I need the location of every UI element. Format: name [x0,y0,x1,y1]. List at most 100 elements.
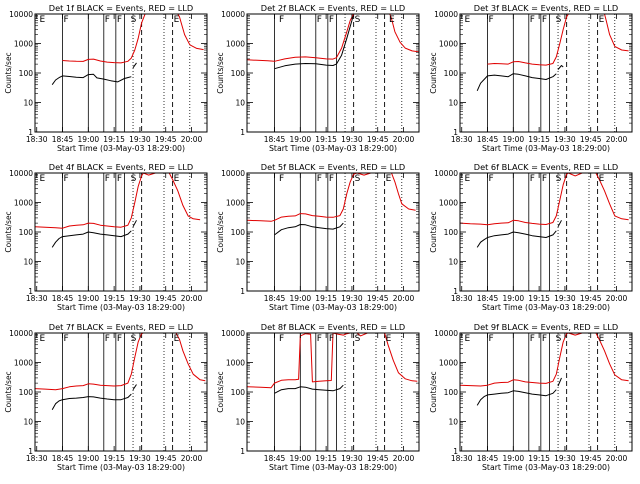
panel-title: Det 3f BLACK = Events, RED = LLD [474,3,618,13]
y-tick-label: 1 [240,447,245,456]
x-tick-label: 20:00 [181,294,203,303]
marker-letter: S [355,174,361,184]
y-tick-label: 10000 [9,329,33,338]
marker-letter: F [105,174,110,184]
y-tick-label: 1000 [226,359,245,368]
marker-letter: E [599,334,605,344]
series-lines [460,173,629,248]
series-lines [247,173,416,236]
lld-series-line [35,173,156,229]
x-axis-label: Start Time (03-May-03 18:29:00) [269,463,397,472]
marker-letter: S [355,15,361,25]
y-tick-label: 1 [453,447,458,456]
events-series-line [274,14,355,70]
x-tick-label: 19:45 [155,135,177,144]
events-series-line [132,384,137,390]
x-axis-label: Start Time (03-May-03 18:29:00) [57,463,185,472]
y-tick-label: 100 [444,388,459,397]
time-markers [487,14,616,132]
time-markers [487,173,616,291]
x-tick-label: 19:45 [367,454,389,463]
marker-letter: F [105,334,110,344]
y-axis-label: Counts/sec [429,211,438,252]
y-axis-label: Counts/sec [4,52,13,93]
marker-letter: F [279,334,284,344]
x-tick-label: 18:45 [52,294,74,303]
marker-letter: S [355,334,361,344]
y-tick-label: 1000 [439,359,458,368]
y-tick-label: 100 [231,388,246,397]
marker-letter: F [542,174,547,184]
plot-frame [459,332,633,452]
marker-letter: F [317,15,322,25]
lld-series-line [247,14,355,62]
x-axis-label: Start Time (03-May-03 18:29:00) [57,303,185,312]
x-tick-label: 19:30 [129,454,151,463]
marker-letter: E [39,15,45,25]
y-tick-label: 100 [444,228,459,237]
plot-frame [459,13,633,133]
y-tick-label: 1000 [439,40,458,49]
time-markers [274,333,403,451]
x-tick-label: 19:00 [78,454,100,463]
marker-letter: F [279,15,284,25]
x-tick-label: 18:30 [26,294,48,303]
y-tick-label: 1000 [14,199,33,208]
y-tick-label: 100 [444,69,459,78]
x-tick-label: 20:00 [181,454,203,463]
marker-letter: E [389,15,395,25]
plot-frame [459,172,633,292]
x-tick-label: 20:00 [181,135,203,144]
x-axis-label: Start Time (03-May-03 18:29:00) [482,144,610,153]
y-tick-label: 10000 [221,10,245,19]
lld-series-line [168,173,201,221]
x-axis-label: Start Time (03-May-03 18:29:00) [57,144,185,153]
marker-letter: F [117,174,122,184]
y-tick-label: 100 [19,388,34,397]
x-tick-label: 20:00 [393,135,415,144]
marker-letter: S [556,334,562,344]
x-tick-label: 19:30 [554,135,576,144]
x-tick-label: 18:45 [477,135,499,144]
x-tick-label: 19:30 [554,294,576,303]
x-tick-label: 18:45 [477,454,499,463]
x-tick-label: 18:45 [264,454,286,463]
y-tick-label: 1000 [439,199,458,208]
marker-letter: S [556,15,562,25]
y-axis-label: Counts/sec [4,211,13,252]
marker-letter: E [39,174,45,184]
marker-letter: S [556,174,562,184]
plot-frame [246,332,420,452]
x-tick-label: 18:30 [26,135,48,144]
events-series-line [132,62,137,69]
y-tick-label: 1 [28,128,33,137]
x-tick-label: 20:00 [606,454,628,463]
marker-letter: E [464,174,470,184]
events-series-line [274,222,344,236]
marker-letter: S [131,334,137,344]
lld-series-line [35,333,144,391]
time-markers [62,14,191,132]
lld-series-line [487,14,569,66]
panel-title: Det 6f BLACK = Events, RED = LLD [474,162,618,172]
marker-letter: S [131,15,137,25]
y-tick-label: 100 [231,69,246,78]
x-tick-label: 19:30 [341,294,363,303]
series-lines [51,14,204,85]
marker-letter: F [279,174,284,184]
marker-letter: F [530,15,535,25]
y-tick-label: 10 [448,258,458,267]
x-tick-label: 19:30 [341,454,363,463]
x-tick-label: 18:45 [264,135,286,144]
y-tick-label: 1 [240,287,245,296]
series-lines [247,14,419,70]
x-tick-label: 19:15 [103,454,125,463]
x-tick-label: 19:15 [528,135,550,144]
marker-letter: F [64,15,69,25]
marker-letter: F [530,174,535,184]
series-lines [476,14,629,92]
